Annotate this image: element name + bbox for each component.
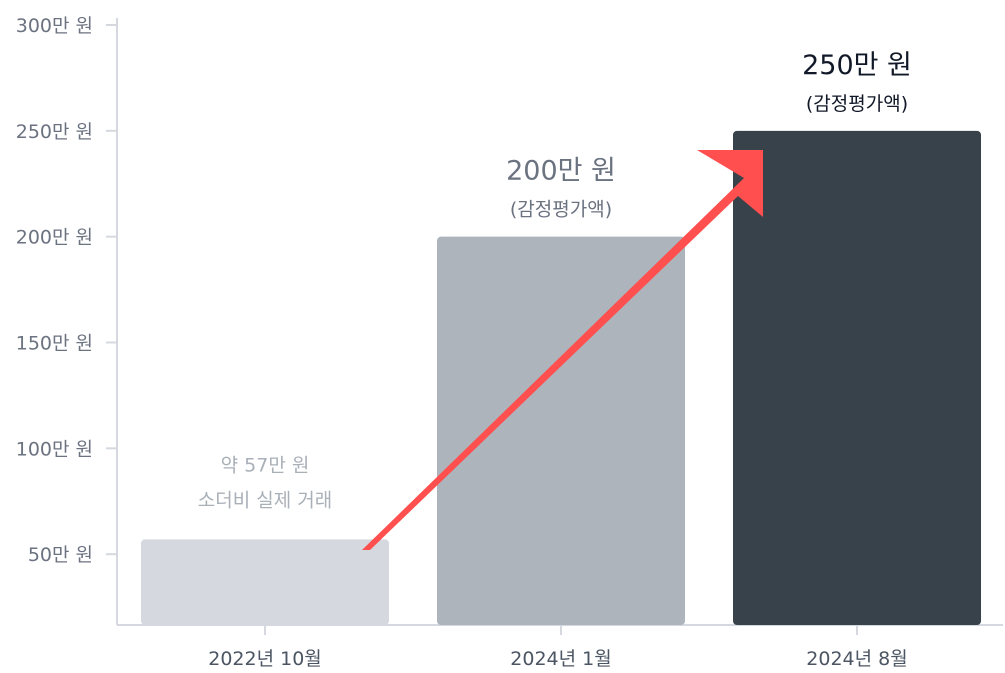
bar — [733, 130, 981, 626]
bars — [141, 130, 981, 626]
x-axis-labels: 2022년 10월 2024년 1월 2024년 8월 — [208, 648, 907, 670]
data-label-value: 250만 원 — [802, 50, 912, 81]
y-tick-label: 50만 원 — [28, 544, 93, 566]
data-label-note: (감정평가액) — [510, 199, 612, 221]
data-label-value: 200만 원 — [506, 156, 616, 187]
x-tick-label: 2024년 1월 — [510, 648, 611, 670]
x-tick-label: 2024년 8월 — [806, 648, 907, 670]
bar — [141, 539, 389, 625]
y-tick-label: 200만 원 — [16, 227, 93, 249]
y-tick-label: 300만 원 — [16, 15, 93, 37]
data-label-note: 소더비 실제 거래 — [198, 489, 332, 511]
bar — [437, 236, 685, 625]
y-tick-label: 100만 원 — [16, 438, 93, 460]
data-label-note: (감정평가액) — [806, 93, 908, 115]
data-label-value: 약 57만 원 — [221, 454, 310, 476]
y-tick-label: 150만 원 — [16, 333, 93, 355]
x-tick-label: 2022년 10월 — [208, 648, 322, 670]
y-tick-label: 250만 원 — [16, 121, 93, 143]
y-axis-labels: 50만 원 100만 원 150만 원 200만 원 250만 원 300만 원 — [16, 15, 93, 566]
